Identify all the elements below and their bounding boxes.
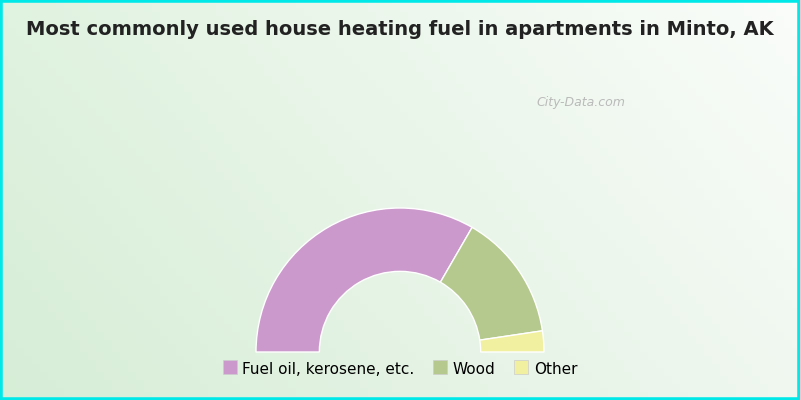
Text: Most commonly used house heating fuel in apartments in Minto, AK: Most commonly used house heating fuel in… [26, 20, 774, 39]
Wedge shape [480, 331, 544, 352]
Wedge shape [256, 208, 472, 352]
Legend: Fuel oil, kerosene, etc., Wood, Other: Fuel oil, kerosene, etc., Wood, Other [215, 354, 585, 384]
Wedge shape [440, 227, 542, 340]
Text: City-Data.com: City-Data.com [536, 96, 625, 109]
